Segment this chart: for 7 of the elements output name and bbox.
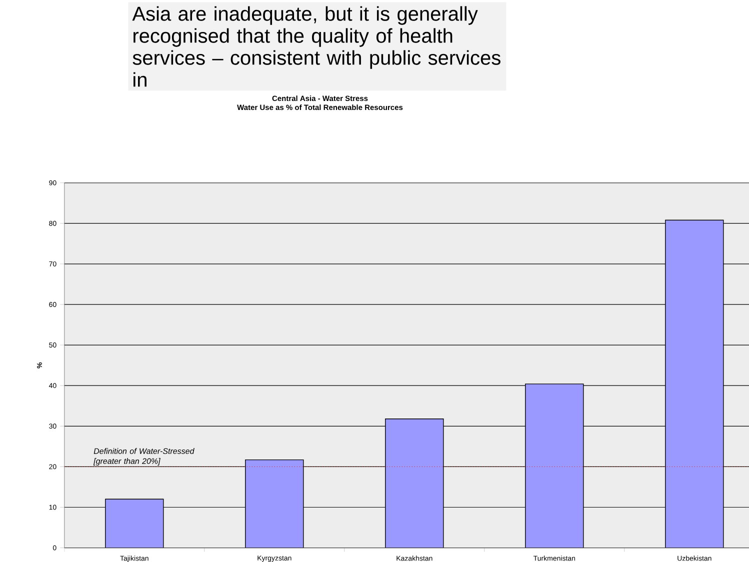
text: Asia are inadequate, but it is generally recognised that the quality of health services – consistent with public services in (132, 6, 500, 87)
bar (105, 498, 164, 548)
bar (665, 220, 724, 548)
ref-line-label: Definition of Water-Stressed [greater than 20%] (93, 448, 194, 466)
bar (525, 384, 584, 548)
bar (385, 418, 444, 548)
bar (245, 459, 304, 548)
